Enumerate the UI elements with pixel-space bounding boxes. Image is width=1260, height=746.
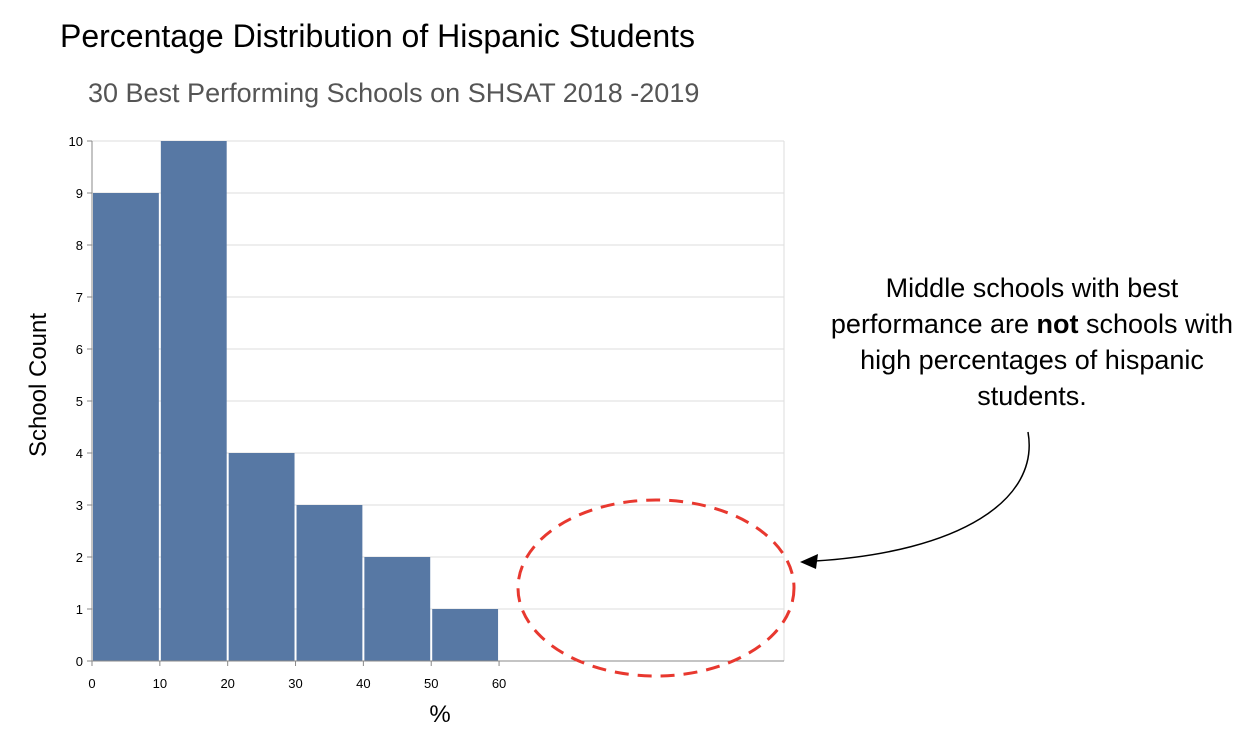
x-tick-label: 0 [88,676,95,691]
x-tick-label: 20 [220,676,234,691]
bar [296,505,363,661]
bar [160,141,227,661]
bar [364,557,431,661]
annotation-arrow [814,431,1030,562]
x-tick-label: 40 [356,676,370,691]
bar [93,193,159,661]
chart-title: Percentage Distribution of Hispanic Stud… [60,18,695,54]
y-tick-label: 6 [76,342,83,357]
y-tick-label: 2 [76,550,83,565]
annotation-emphasis: not [1036,309,1079,339]
y-tick-label: 7 [76,290,83,305]
y-tick-label: 3 [76,498,83,513]
x-tick-label: 60 [492,676,506,691]
y-axis-title: School Count [25,313,52,457]
y-tick-label: 10 [69,134,83,149]
x-tick-label: 50 [424,676,438,691]
highlight-ellipse [516,498,796,678]
annotation-text-end: schools with high percentages of hispani… [860,309,1234,411]
bar [432,609,499,661]
x-axis-title: % [429,701,450,728]
y-tick-label: 1 [76,602,83,617]
y-tick-label: 9 [76,186,83,201]
y-tick-label: 5 [76,394,83,409]
x-tick-label: 30 [288,676,302,691]
y-tick-label: 0 [76,654,83,669]
y-tick-label: 4 [76,446,83,461]
annotation-text: Middle schools with best performance are… [812,270,1252,414]
bar [228,453,295,661]
x-tick-label: 10 [153,676,167,691]
arrow-head [800,554,818,569]
y-tick-label: 8 [76,238,83,253]
bars [93,141,499,661]
annotation-text-start: Middle schools with best performance are [830,273,1179,339]
chart-subtitle: 30 Best Performing Schools on SHSAT 2018… [88,78,699,108]
axes: 0 1 2 3 4 5 6 7 8 9 10 0 10 20 30 40 50 60 [69,134,784,691]
